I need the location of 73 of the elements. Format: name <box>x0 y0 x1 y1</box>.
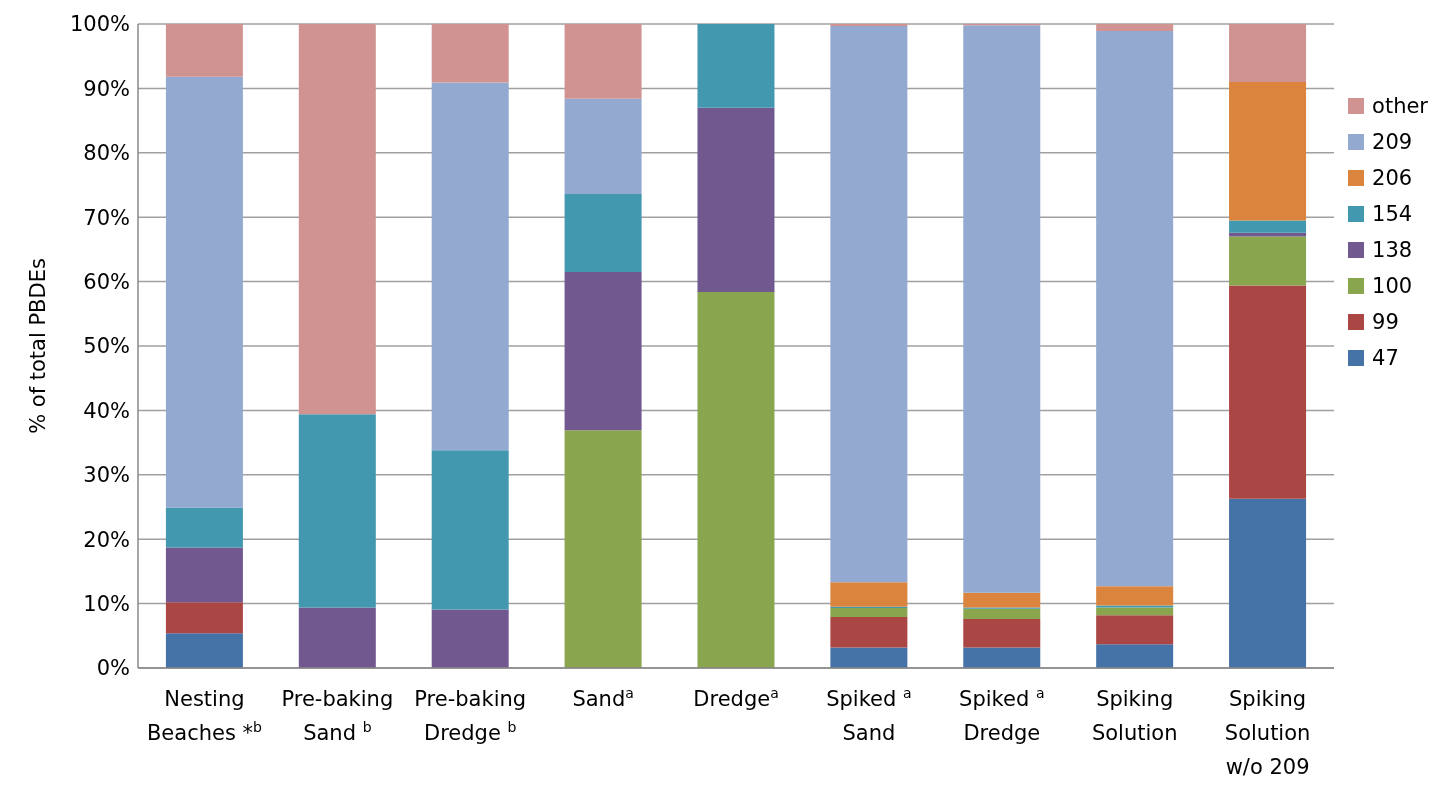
legend-label: 99 <box>1372 310 1399 334</box>
x-tick-label: Pre-baking Sand $^{b}$ <box>281 687 394 745</box>
y-tick-label: 80% <box>83 141 130 166</box>
bar <box>1096 31 1174 587</box>
bar <box>963 647 1041 668</box>
bar <box>1229 285 1307 499</box>
bar <box>697 24 775 108</box>
legend-label: 209 <box>1372 130 1413 154</box>
y-tick-label: 0% <box>96 656 130 681</box>
bar <box>564 194 642 272</box>
bar <box>165 547 243 603</box>
bar <box>431 450 509 610</box>
bar <box>963 619 1041 648</box>
bar <box>1096 586 1174 606</box>
bar <box>1096 607 1174 616</box>
y-axis-title: % of total PBDEs <box>26 258 51 434</box>
bar <box>564 430 642 668</box>
bar <box>564 271 642 431</box>
y-tick-label: 70% <box>83 205 130 230</box>
bar <box>1096 24 1174 32</box>
legend-label: 154 <box>1372 202 1413 226</box>
bar <box>165 507 243 548</box>
bar <box>830 617 908 648</box>
x-tick-label: Spiking Solution <box>1091 687 1178 745</box>
y-tick-label: 60% <box>83 270 130 295</box>
bar <box>830 608 908 618</box>
bar <box>431 82 509 451</box>
x-tick-label: Sand$^{a}$ <box>572 685 634 711</box>
bar <box>963 592 1041 608</box>
bar <box>830 25 908 583</box>
bar <box>1229 236 1307 286</box>
bar <box>298 414 376 608</box>
bar <box>165 24 243 77</box>
y-tick-label: 40% <box>83 398 130 423</box>
x-tick-label: Nesting Beaches *$^{b}$ <box>146 687 263 745</box>
bar <box>1229 498 1307 668</box>
bar <box>431 24 509 83</box>
bar <box>963 608 1041 620</box>
bar <box>1229 81 1307 221</box>
x-tick-label: Spiking Solution w/o 209 <box>1224 687 1311 779</box>
bar <box>431 609 509 668</box>
y-tick-label: 30% <box>83 463 130 488</box>
legend-label: 47 <box>1372 346 1399 370</box>
bar <box>963 25 1041 593</box>
category-label: Spiked $^{a}$ Sand <box>826 685 912 745</box>
y-tick-label: 90% <box>83 76 130 101</box>
bar <box>564 98 642 195</box>
bar <box>1229 220 1307 233</box>
bar <box>165 76 243 508</box>
legend-label: 138 <box>1372 238 1413 262</box>
x-tick-label: Dredge$^{a}$ <box>693 685 779 711</box>
y-tick-label: 50% <box>83 334 130 359</box>
bar <box>830 582 908 607</box>
legend-label: other <box>1372 94 1428 118</box>
category-label: Spiked $^{a}$ Dredge <box>959 685 1045 745</box>
bar <box>165 633 243 668</box>
bar <box>697 107 775 292</box>
legend-label: 100 <box>1372 274 1413 298</box>
bar <box>564 24 642 99</box>
bar <box>298 607 376 668</box>
bar <box>1229 24 1307 82</box>
bar <box>1096 615 1174 645</box>
y-tick-label: 10% <box>83 592 130 617</box>
bar <box>1096 644 1174 668</box>
bar <box>830 647 908 668</box>
y-tick-label: 20% <box>83 527 130 552</box>
x-tick-label: Pre-baking Dredge $^{b}$ <box>414 687 527 745</box>
bar <box>298 24 376 415</box>
bar <box>697 291 775 668</box>
bar <box>1229 232 1307 237</box>
bar <box>165 602 243 634</box>
legend-label: 206 <box>1372 166 1413 190</box>
y-tick-label: 100% <box>69 12 130 37</box>
